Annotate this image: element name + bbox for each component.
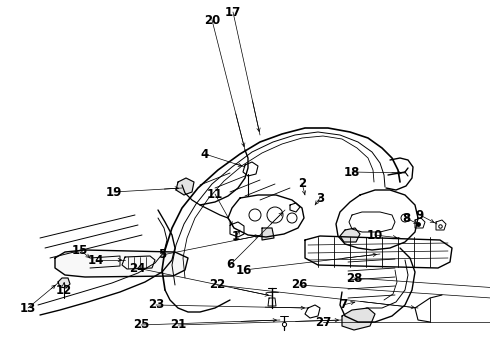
Text: 26: 26 (291, 279, 307, 292)
Text: 23: 23 (148, 298, 164, 311)
Text: 14: 14 (88, 253, 104, 266)
Polygon shape (176, 178, 194, 195)
Text: 22: 22 (209, 279, 225, 292)
Text: 19: 19 (106, 185, 122, 198)
Text: 1: 1 (232, 230, 240, 243)
Text: 25: 25 (133, 319, 149, 332)
Text: 27: 27 (315, 315, 331, 328)
Text: 13: 13 (20, 302, 36, 315)
Polygon shape (262, 228, 274, 240)
Text: 10: 10 (367, 229, 383, 242)
Text: 11: 11 (207, 188, 223, 201)
Text: 24: 24 (129, 261, 145, 274)
Text: 18: 18 (344, 166, 360, 179)
Text: 3: 3 (316, 192, 324, 204)
Polygon shape (342, 308, 375, 330)
Text: 16: 16 (236, 264, 252, 276)
Text: 6: 6 (226, 258, 234, 271)
Text: 20: 20 (204, 14, 220, 27)
Text: 4: 4 (201, 148, 209, 161)
Polygon shape (340, 228, 360, 242)
Text: 28: 28 (346, 271, 362, 284)
Text: 9: 9 (416, 208, 424, 221)
Text: 7: 7 (339, 298, 347, 311)
Text: 2: 2 (298, 176, 306, 189)
Text: 15: 15 (72, 243, 88, 257)
Text: 12: 12 (56, 284, 72, 297)
Text: 17: 17 (225, 5, 241, 18)
Polygon shape (58, 278, 70, 288)
Text: 5: 5 (158, 248, 166, 261)
Polygon shape (55, 250, 188, 277)
Text: 21: 21 (170, 319, 186, 332)
Text: 8: 8 (402, 212, 410, 225)
